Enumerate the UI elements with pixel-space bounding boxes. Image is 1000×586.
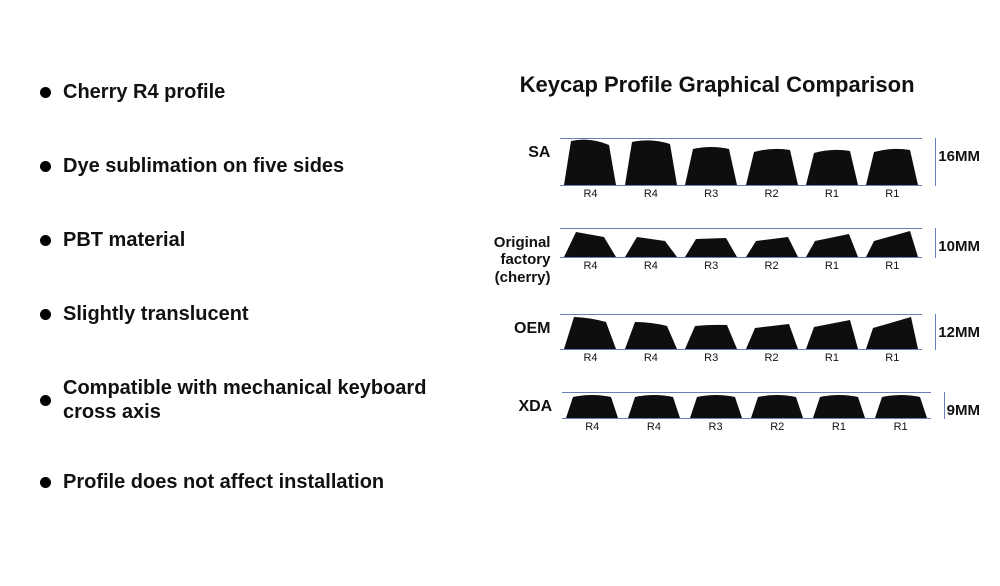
profile-chart: R4 R4 R3 R2 R1 R1 [560, 138, 922, 200]
bullet-text: Compatible with mechanical keyboard cros… [63, 376, 444, 424]
keycap-icon [562, 313, 618, 349]
keycap-icon [683, 137, 739, 185]
row-label: R1 [864, 352, 920, 364]
keycap-row [560, 138, 922, 186]
bullet-text: PBT material [63, 228, 185, 252]
keycap-icon [562, 227, 618, 257]
profile-chart: R4 R4 R3 R2 R1 R1 [562, 392, 930, 433]
row-labels: R4 R4 R3 R2 R1 R1 [560, 258, 922, 272]
comparison-chart: Keycap Profile Graphical Comparison SA R4… [444, 60, 980, 546]
row-label: R1 [864, 188, 920, 200]
keycap-icon [804, 137, 860, 185]
row-label: R3 [683, 260, 739, 272]
row-label: R4 [562, 260, 618, 272]
keycap-row [560, 228, 922, 258]
keycap-icon [562, 137, 618, 185]
keycap-icon [744, 313, 800, 349]
keycap-icon [626, 391, 682, 418]
row-label: R1 [804, 352, 860, 364]
bullet-dot-icon [40, 395, 51, 406]
keycap-icon [744, 137, 800, 185]
profile-label: Original factory(cherry) [454, 228, 556, 286]
row-label: R1 [873, 421, 929, 433]
row-label: R1 [811, 421, 867, 433]
bullet-text: Slightly translucent [63, 302, 249, 326]
bullet-item: PBT material [40, 228, 444, 252]
row-label: R1 [804, 260, 860, 272]
height-label: 12MM [938, 314, 980, 341]
row-label: R4 [562, 188, 618, 200]
profile-row: XDA R4 R4 R3 R2 R1 R1 9MM [454, 392, 980, 433]
row-label: R4 [564, 421, 620, 433]
row-label: R2 [744, 352, 800, 364]
bullet-text: Profile does not affect installation [63, 470, 384, 494]
bullet-item: Cherry R4 profile [40, 80, 444, 104]
bullet-dot-icon [40, 309, 51, 320]
bullet-text: Dye sublimation on five sides [63, 154, 344, 178]
keycap-row [562, 392, 930, 419]
row-labels: R4 R4 R3 R2 R1 R1 [560, 350, 922, 364]
keycap-icon [623, 227, 679, 257]
bullet-dot-icon [40, 87, 51, 98]
keycap-icon [864, 227, 920, 257]
row-label: R4 [623, 188, 679, 200]
row-label: R1 [864, 260, 920, 272]
profile-row: Original factory(cherry) R4 R4 R3 R2 R1 R1 10MM [454, 228, 980, 286]
height-label: 16MM [938, 138, 980, 165]
keycap-icon [683, 227, 739, 257]
profile-row: OEM R4 R4 R3 R2 R1 R1 12MM [454, 314, 980, 364]
keycap-icon [744, 227, 800, 257]
row-label: R4 [626, 421, 682, 433]
keycap-icon [811, 391, 867, 418]
row-label: R4 [623, 260, 679, 272]
row-label: R2 [749, 421, 805, 433]
profile-chart: R4 R4 R3 R2 R1 R1 [560, 228, 922, 272]
bullet-item: Compatible with mechanical keyboard cros… [40, 376, 444, 424]
keycap-icon [864, 313, 920, 349]
row-labels: R4 R4 R3 R2 R1 R1 [562, 419, 930, 433]
bullet-text: Cherry R4 profile [63, 80, 225, 104]
keycap-icon [864, 137, 920, 185]
row-label: R4 [562, 352, 618, 364]
keycap-icon [688, 391, 744, 418]
profile-label: OEM [454, 314, 556, 338]
bullet-item: Slightly translucent [40, 302, 444, 326]
bullet-dot-icon [40, 235, 51, 246]
height-label: 9MM [947, 392, 980, 419]
bullet-dot-icon [40, 161, 51, 172]
row-label: R3 [683, 352, 739, 364]
bullet-item: Dye sublimation on five sides [40, 154, 444, 178]
keycap-icon [804, 313, 860, 349]
keycap-icon [683, 313, 739, 349]
row-label: R2 [744, 260, 800, 272]
row-label: R2 [744, 188, 800, 200]
row-label: R1 [804, 188, 860, 200]
keycap-icon [623, 137, 679, 185]
keycap-icon [804, 227, 860, 257]
keycap-icon [623, 313, 679, 349]
bullet-item: Profile does not affect installation [40, 470, 444, 494]
height-label: 10MM [938, 228, 980, 255]
keycap-icon [873, 391, 929, 418]
profile-chart: R4 R4 R3 R2 R1 R1 [560, 314, 922, 364]
row-label: R3 [683, 188, 739, 200]
keycap-icon [749, 391, 805, 418]
keycap-row [560, 314, 922, 350]
keycap-icon [564, 391, 620, 418]
profile-label: SA [454, 138, 556, 162]
bullet-dot-icon [40, 477, 51, 488]
chart-title: Keycap Profile Graphical Comparison [454, 72, 980, 98]
feature-bullets: Cherry R4 profile Dye sublimation on fiv… [40, 60, 444, 546]
row-label: R3 [688, 421, 744, 433]
row-labels: R4 R4 R3 R2 R1 R1 [560, 186, 922, 200]
profile-row: SA R4 R4 R3 R2 R1 R1 16MM [454, 138, 980, 200]
row-label: R4 [623, 352, 679, 364]
profile-label: XDA [454, 392, 558, 416]
